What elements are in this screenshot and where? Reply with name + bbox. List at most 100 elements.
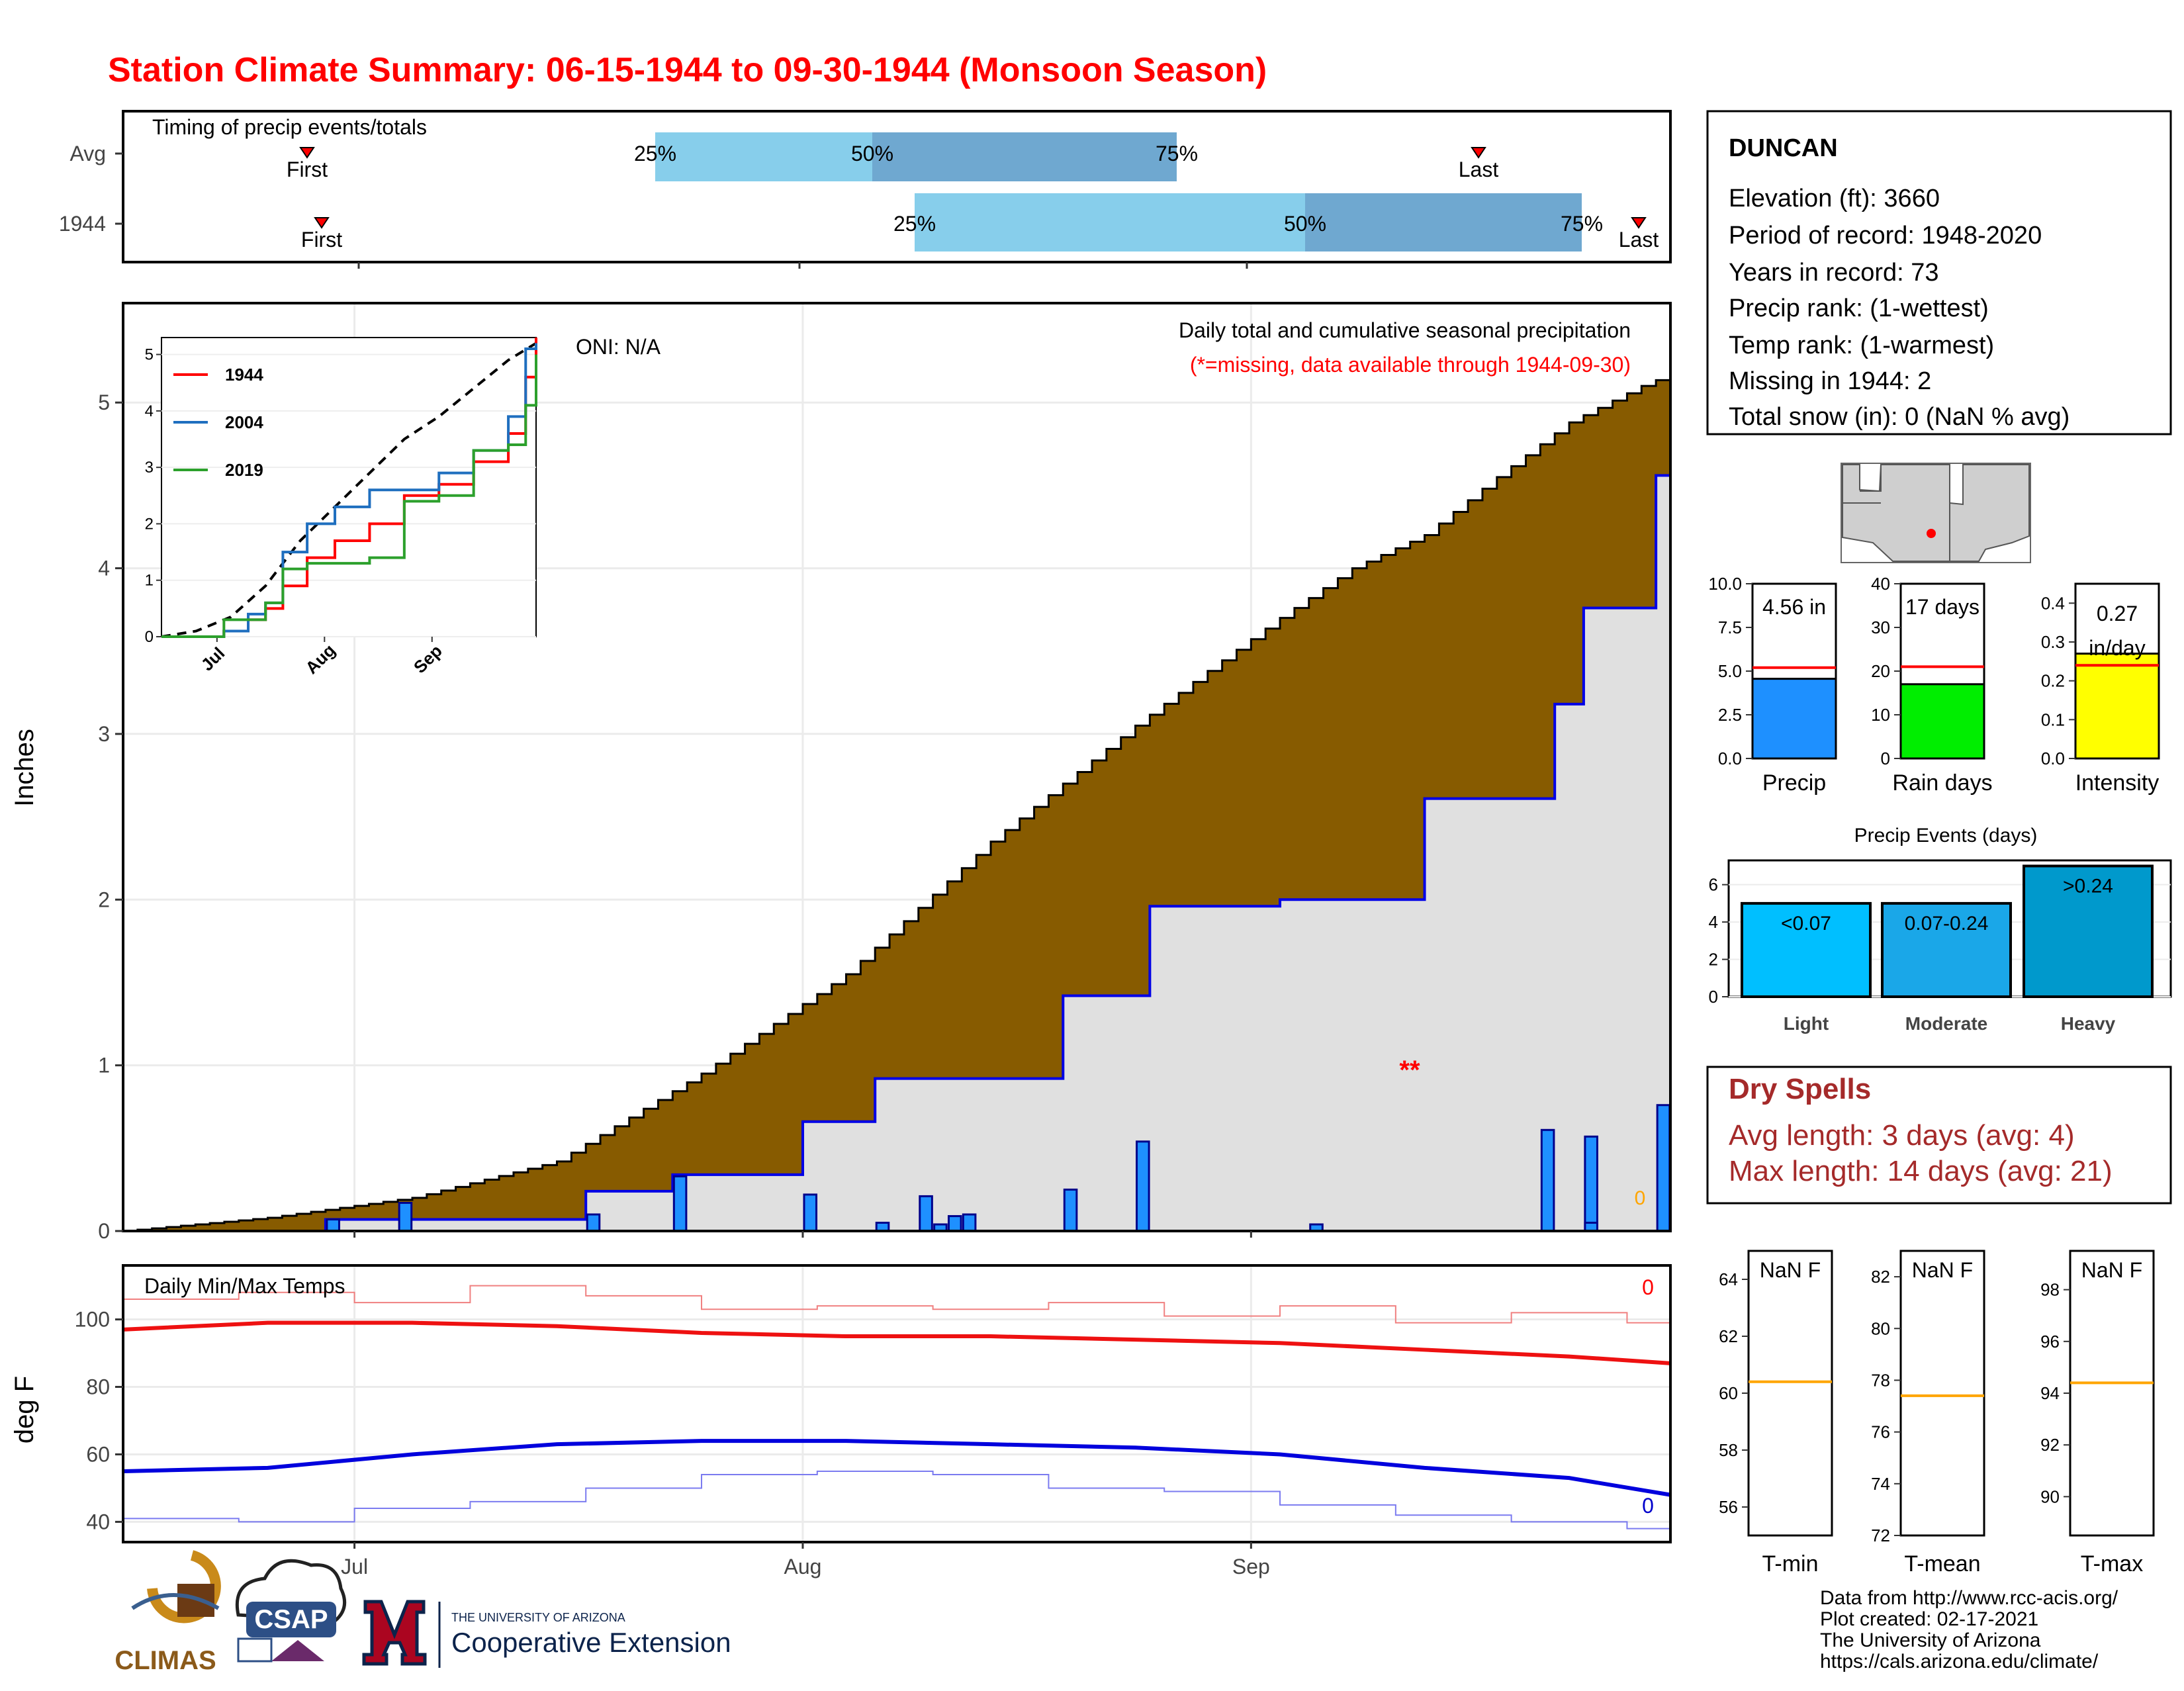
intensity-mini-ytick-label: 0.4 — [2041, 593, 2065, 613]
events-bar-label: 0.07-0.24 — [1905, 913, 1989, 935]
avg-q25-label: 25% — [634, 142, 676, 165]
tmean-mini-frame — [1899, 1250, 1985, 1537]
precip-ytick-label: 3 — [98, 722, 110, 746]
timing-label: Timing of precip events/totals — [152, 115, 427, 139]
y1944-q50-label: 50% — [1284, 212, 1326, 236]
daily-precip-bar — [1136, 1140, 1150, 1232]
dry-spells-frame — [1706, 1066, 2172, 1205]
tmin-ytick-label: 62 — [1719, 1326, 1738, 1346]
precip-ytick-label: 0 — [98, 1219, 110, 1243]
temp-panel-label: Daily Min/Max Temps — [144, 1274, 345, 1298]
avg-q50-label: 50% — [851, 142, 893, 165]
precip-mini-value: 4.56 in — [1762, 595, 1826, 619]
daily-precip-bar — [947, 1214, 962, 1232]
station-temp-rank: Temp rank: (1-warmest) — [1729, 332, 1994, 359]
events-bar-label: >0.24 — [2063, 875, 2113, 897]
daily-precip-bar — [919, 1195, 933, 1232]
inset-ytick-label: 1 — [145, 572, 154, 590]
raindays-mini-bar — [1899, 683, 1985, 760]
tmax-label: T-max — [2081, 1551, 2143, 1577]
temp-y-label: deg F — [10, 1376, 39, 1443]
footer: Data from http://www.rcc-acis.org/ Plot … — [114, 1550, 2118, 1675]
events-bar — [1881, 901, 2012, 998]
events-ytick-label: 6 — [1709, 875, 1718, 895]
inset-legend-label: 2019 — [225, 460, 263, 480]
tmin-ytick-label: 60 — [1719, 1383, 1738, 1403]
station-snow: Total snow (in): 0 (NaN % avg) — [1729, 403, 2070, 431]
daily-precip-bar — [1540, 1128, 1555, 1232]
avg-q75-label: 75% — [1156, 142, 1198, 165]
missing-note: (*=missing, data available through 1944-… — [1190, 353, 1631, 377]
temp-ytick-label: 40 — [86, 1510, 110, 1533]
tmean-ytick-label: 74 — [1871, 1474, 1890, 1494]
location-map — [1841, 463, 2031, 563]
events-ytick-label: 4 — [1709, 912, 1718, 932]
avg-first-marker — [299, 147, 315, 159]
footer-line-1: Data from http://www.rcc-acis.org/ — [1820, 1587, 2118, 1609]
precip-mini-bar — [1751, 678, 1837, 760]
cumulative-1944-area — [123, 475, 1670, 1232]
events-ytick-label: 2 — [1709, 950, 1718, 970]
precip-mini-ytick-label: 7.5 — [1718, 617, 1742, 637]
events-bar-label: <0.07 — [1781, 913, 1831, 935]
raindays-mini-ytick-label: 30 — [1871, 617, 1890, 637]
tmin-ytick-label: 56 — [1719, 1497, 1738, 1517]
precip-mini-ytick-label: 0.0 — [1718, 749, 1742, 768]
tmax-ytick-label: 98 — [2040, 1280, 2060, 1300]
daily-precip-bar — [1584, 1135, 1598, 1232]
tmin-ytick-label: 64 — [1719, 1269, 1738, 1289]
events-category-label: Heavy — [2061, 1013, 2116, 1034]
avg-last-marker — [1471, 147, 1486, 159]
station-info-frame — [1706, 110, 2172, 435]
station-location-dot — [1927, 529, 1936, 538]
oni-label: ONI: N/A — [576, 335, 661, 359]
events-bar — [1741, 901, 1872, 998]
avg-q50-75-bar — [872, 132, 1177, 181]
station-missing: Missing in 1944: 2 — [1729, 367, 1931, 395]
footer-line-3: The University of Arizona — [1820, 1629, 2041, 1651]
csap-logo: CSAP — [235, 1559, 347, 1663]
raindays-mini-ytick-label: 10 — [1871, 705, 1890, 725]
raindays-mini-ytick-label: 0 — [1881, 749, 1890, 768]
dry-spells-max: Max length: 14 days (avg: 21) — [1729, 1155, 2113, 1187]
dry-spells-avg: Avg length: 3 days (avg: 4) — [1729, 1119, 2075, 1152]
temp-ytick-label: 60 — [86, 1442, 110, 1466]
tmax-1944-line — [123, 1285, 1671, 1324]
inset-series-line — [161, 343, 537, 638]
y1944-q25-label: 25% — [893, 212, 936, 236]
y1944-first-marker — [314, 217, 330, 229]
timing-row-1944: 1944 — [59, 212, 106, 236]
station-elevation: Elevation (ft): 3660 — [1729, 185, 1940, 212]
tmax-ytick-label: 96 — [2040, 1332, 2060, 1351]
y1944-q25-50-bar — [915, 193, 1305, 251]
station-precip-rank: Precip rank: (1-wettest) — [1729, 295, 1989, 322]
station-name: DUNCAN — [1729, 134, 1838, 162]
intensity-mini-ytick-label: 0.0 — [2041, 749, 2065, 768]
station-period: Period of record: 1948-2020 — [1729, 222, 2042, 250]
precip-panel: 0 1 2 3 4 5 Inches ONI: N/A Daily total and c… — [10, 302, 1672, 1243]
tmin-missing-count: 0 — [1642, 1494, 1654, 1518]
ua-a-icon — [362, 1600, 427, 1666]
daily-precip-bar — [962, 1213, 977, 1232]
inset-legend-label: 1944 — [225, 365, 263, 385]
mini-bar-charts: 0.0 2.5 5.0 7.5 10.0 Precip 4.56 in 0 10 20 30 40 Ra… — [1708, 574, 2160, 796]
intensity-mini-bar — [2074, 653, 2160, 760]
daily-precip-bar — [1063, 1188, 1078, 1232]
dry-spells-title: Dry Spells — [1729, 1073, 1871, 1105]
timing-panel: Timing of precip events/totals Avg 1944 … — [59, 110, 1672, 269]
y1944-q75-label: 75% — [1561, 212, 1603, 236]
raindays-mini-value: 17 days — [1905, 595, 1979, 619]
footer-line-4: https://cals.arizona.edu/climate/ — [1820, 1651, 2099, 1672]
y1944-q50-75-bar — [1305, 193, 1582, 251]
precip-mini-ytick-label: 10.0 — [1708, 574, 1742, 594]
tmin-normal-line — [122, 1439, 1671, 1497]
y1944-first-label: First — [301, 228, 342, 251]
temp-mini-charts: NaN F 56 58 60 62 64 T-min NaN F 72 74 76 78 80 82 T-m… — [1719, 1250, 2155, 1577]
tmax-ytick-label: 94 — [2040, 1383, 2060, 1403]
tmin-1944-line — [123, 1470, 1671, 1535]
tmax-missing-count: 0 — [1642, 1275, 1654, 1299]
month-label: Jul — [341, 1555, 368, 1578]
